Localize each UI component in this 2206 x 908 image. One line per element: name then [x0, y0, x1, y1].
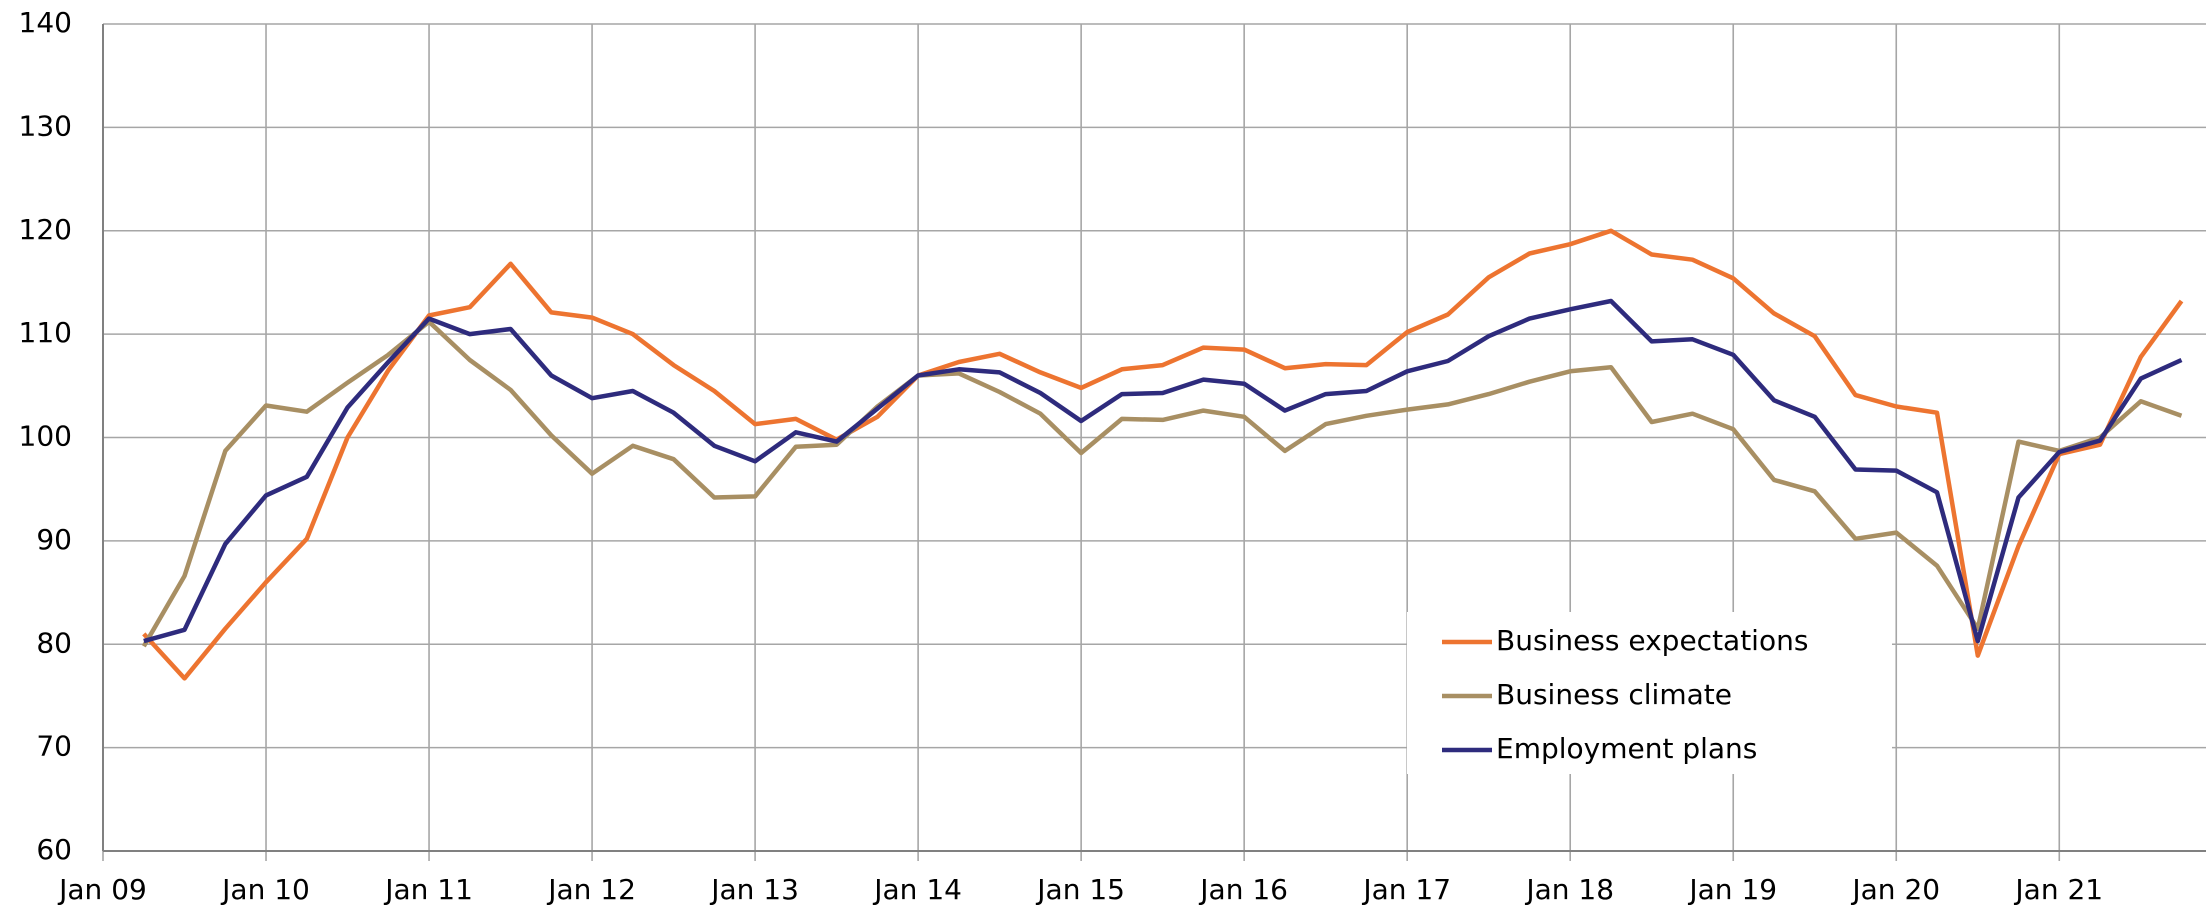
x-tick-label: Jan 19: [1687, 873, 1777, 906]
x-tick-label: Jan 20: [1850, 873, 1940, 906]
y-tick-label: 80: [36, 626, 72, 659]
x-tick-label: Jan 18: [1524, 873, 1614, 906]
x-tick-label: Jan 16: [1198, 873, 1288, 906]
legend-box: [1407, 612, 1892, 774]
y-tick-label: 110: [19, 316, 72, 349]
x-tick-label: Jan 21: [2013, 873, 2103, 906]
line-series: [142, 228, 2184, 681]
line-series: [143, 298, 2183, 644]
y-tick-label: 140: [19, 6, 72, 39]
x-tick-label: Jan 14: [872, 873, 962, 906]
line-series: [141, 319, 2183, 648]
x-tick-label: Jan 12: [546, 873, 636, 906]
y-tick-label: 120: [19, 213, 72, 246]
y-tick-label: 130: [19, 109, 72, 142]
x-tick-label: Jan 10: [220, 873, 310, 906]
x-tick-label: Jan 15: [1035, 873, 1125, 906]
legend-label: Business expectations: [1496, 624, 1808, 657]
y-tick-label: 90: [36, 523, 72, 556]
legend-label: Business climate: [1496, 678, 1732, 711]
y-tick-label: 100: [19, 420, 72, 453]
x-tick-label: Jan 17: [1361, 873, 1451, 906]
legend-label: Employment plans: [1496, 732, 1757, 765]
x-tick-label: Jan 11: [383, 873, 473, 906]
x-tick-label: Jan 13: [709, 873, 799, 906]
x-tick-label: Jan 09: [57, 873, 147, 906]
y-tick-label: 60: [36, 833, 72, 866]
y-tick-label: 70: [36, 730, 72, 763]
